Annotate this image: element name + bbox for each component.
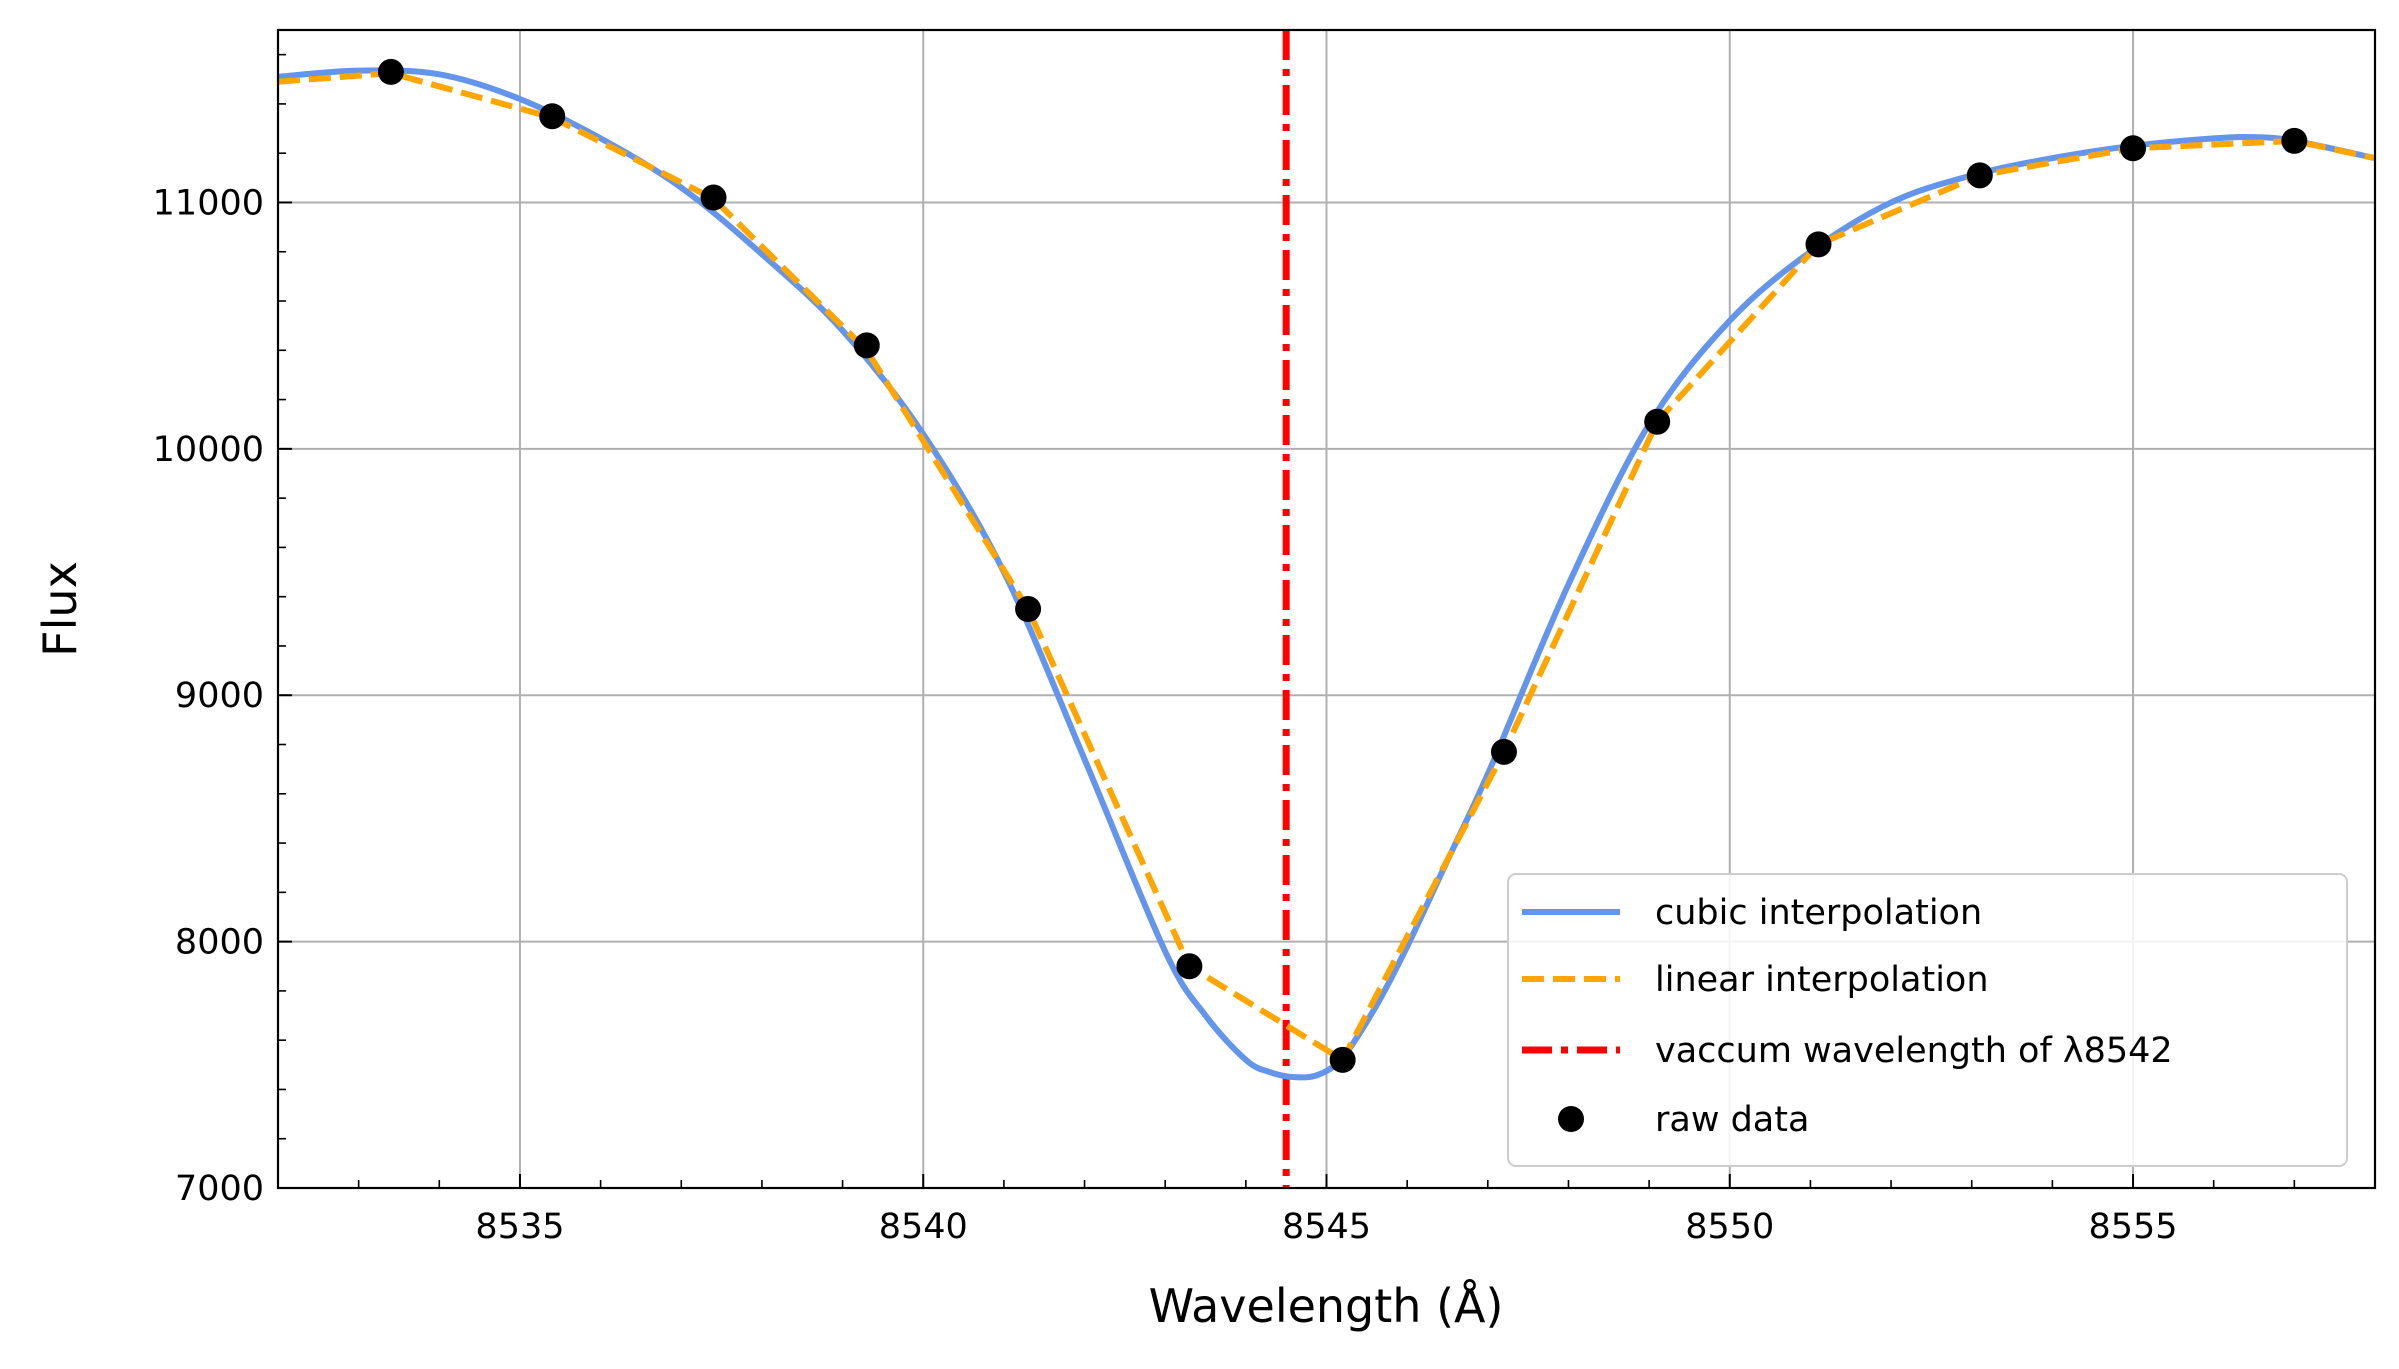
raw-data-point <box>1491 739 1517 765</box>
raw-data-point <box>2281 128 2307 154</box>
y-tick-label: 7000 <box>175 1169 264 1209</box>
x-axis-label: Wavelength (Å) <box>1149 1279 1504 1333</box>
x-tick-label: 8540 <box>879 1207 968 1247</box>
raw-data-point <box>701 185 727 211</box>
legend-raw-label: raw data <box>1655 1100 1809 1140</box>
y-tick-label: 11000 <box>153 183 264 223</box>
y-axis-label: Flux <box>33 561 87 657</box>
raw-data-point <box>1805 231 1831 257</box>
y-tick-label: 10000 <box>153 430 264 470</box>
legend-raw-marker <box>1558 1106 1584 1132</box>
legend: cubic interpolation linear interpolation… <box>1508 874 2347 1166</box>
raw-data-point <box>1967 162 1993 188</box>
raw-data-point <box>1330 1047 1356 1073</box>
raw-data-point <box>1644 409 1670 435</box>
x-tick-label: 8535 <box>475 1207 564 1247</box>
raw-data-point <box>1176 953 1202 979</box>
x-tick-label: 8555 <box>2088 1207 2177 1247</box>
y-tick-label: 8000 <box>175 923 264 963</box>
legend-linear-label: linear interpolation <box>1655 960 1989 1000</box>
x-tick-label: 8545 <box>1282 1207 1371 1247</box>
y-tick-labels: 7000 8000 9000 10000 11000 <box>153 183 264 1209</box>
y-tick-label: 9000 <box>175 676 264 716</box>
raw-data-point <box>2120 135 2146 161</box>
raw-data-point <box>854 332 880 358</box>
raw-data-point <box>539 103 565 129</box>
legend-cubic-label: cubic interpolation <box>1655 893 1982 933</box>
raw-data-point <box>1015 596 1041 622</box>
x-tick-labels: 8535 8540 8545 8550 8555 <box>475 1207 2177 1247</box>
chart: 8535 8540 8545 8550 8555 7000 8000 9000 10000 11… <box>0 0 2399 1369</box>
legend-vline-label: vaccum wavelength of λ8542 <box>1655 1031 2173 1071</box>
raw-data-point <box>378 59 404 85</box>
x-tick-label: 8550 <box>1685 1207 1774 1247</box>
